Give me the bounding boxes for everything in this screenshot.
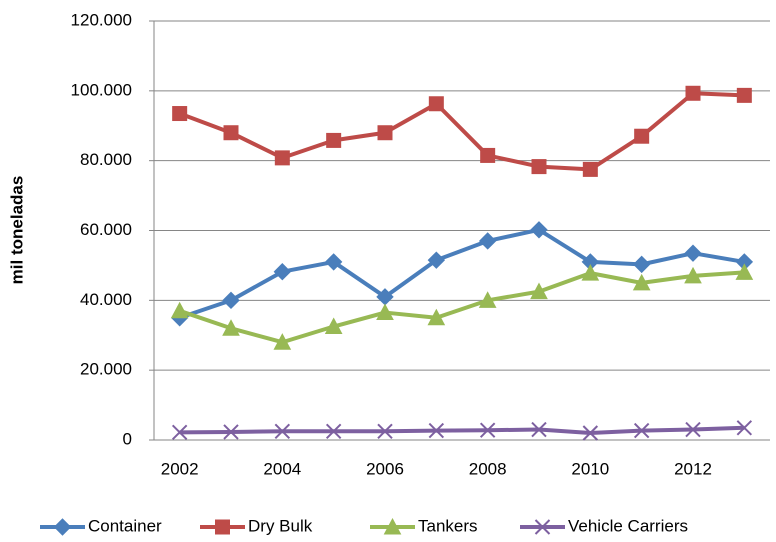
marker	[632, 273, 651, 291]
series-line	[178, 91, 745, 172]
marker	[530, 221, 548, 239]
y-tick-label: 20.000	[80, 360, 132, 379]
marker	[274, 423, 291, 439]
x-tick-label: 2004	[263, 459, 301, 478]
marker	[172, 106, 188, 122]
y-axis-label: mil toneladas	[7, 176, 26, 285]
marker	[530, 282, 548, 300]
marker	[326, 132, 342, 148]
x-tick-label: 2012	[674, 459, 712, 478]
marker	[684, 266, 702, 284]
marker	[479, 422, 496, 438]
x-tick-label: 2002	[161, 459, 199, 478]
marker	[428, 422, 445, 439]
marker	[531, 421, 547, 438]
marker	[376, 303, 394, 321]
marker	[427, 308, 446, 326]
marker	[531, 159, 547, 175]
marker	[170, 301, 189, 319]
x-tick-label: 2010	[571, 459, 609, 478]
marker	[273, 333, 292, 350]
marker	[735, 263, 754, 280]
legend-label: Tankers	[418, 516, 478, 535]
marker	[428, 96, 444, 112]
marker	[223, 424, 239, 440]
marker	[684, 244, 702, 262]
marker	[685, 85, 701, 101]
marker	[685, 421, 701, 438]
legend-marker	[383, 517, 402, 535]
legend-label: Vehicle Carriers	[568, 516, 688, 535]
marker	[222, 319, 240, 336]
marker	[222, 291, 240, 310]
marker	[223, 125, 239, 141]
marker	[377, 125, 393, 141]
marker	[324, 317, 343, 335]
legend-marker	[534, 519, 551, 535]
legend-label: Dry Bulk	[248, 516, 313, 535]
legend-marker	[53, 518, 72, 536]
marker	[632, 255, 651, 274]
marker	[427, 251, 446, 269]
y-tick-label: 100.000	[71, 80, 132, 99]
marker	[480, 147, 496, 163]
legend-marker	[215, 519, 230, 535]
marker	[478, 232, 497, 250]
marker	[634, 128, 650, 144]
marker	[273, 262, 292, 281]
series-line	[179, 270, 745, 345]
marker	[171, 424, 188, 441]
y-tick-label: 40.000	[80, 290, 132, 309]
marker	[274, 150, 290, 166]
marker	[325, 423, 342, 439]
y-tick-label: 60.000	[80, 220, 132, 239]
series-line	[179, 227, 745, 320]
marker	[582, 425, 599, 441]
x-tick-label: 2006	[366, 459, 404, 478]
x-tick-label: 2008	[469, 459, 507, 478]
marker	[324, 253, 343, 271]
y-tick-label: 120.000	[71, 10, 132, 29]
marker	[736, 420, 753, 436]
marker	[377, 423, 393, 439]
marker	[633, 422, 650, 439]
series-line	[179, 425, 745, 436]
y-tick-label: 0	[123, 429, 132, 448]
legend-label: Container	[88, 516, 162, 535]
marker	[736, 87, 752, 103]
marker	[478, 291, 497, 308]
marker	[581, 264, 600, 281]
y-tick-label: 80.000	[80, 150, 132, 169]
marker	[582, 161, 598, 177]
